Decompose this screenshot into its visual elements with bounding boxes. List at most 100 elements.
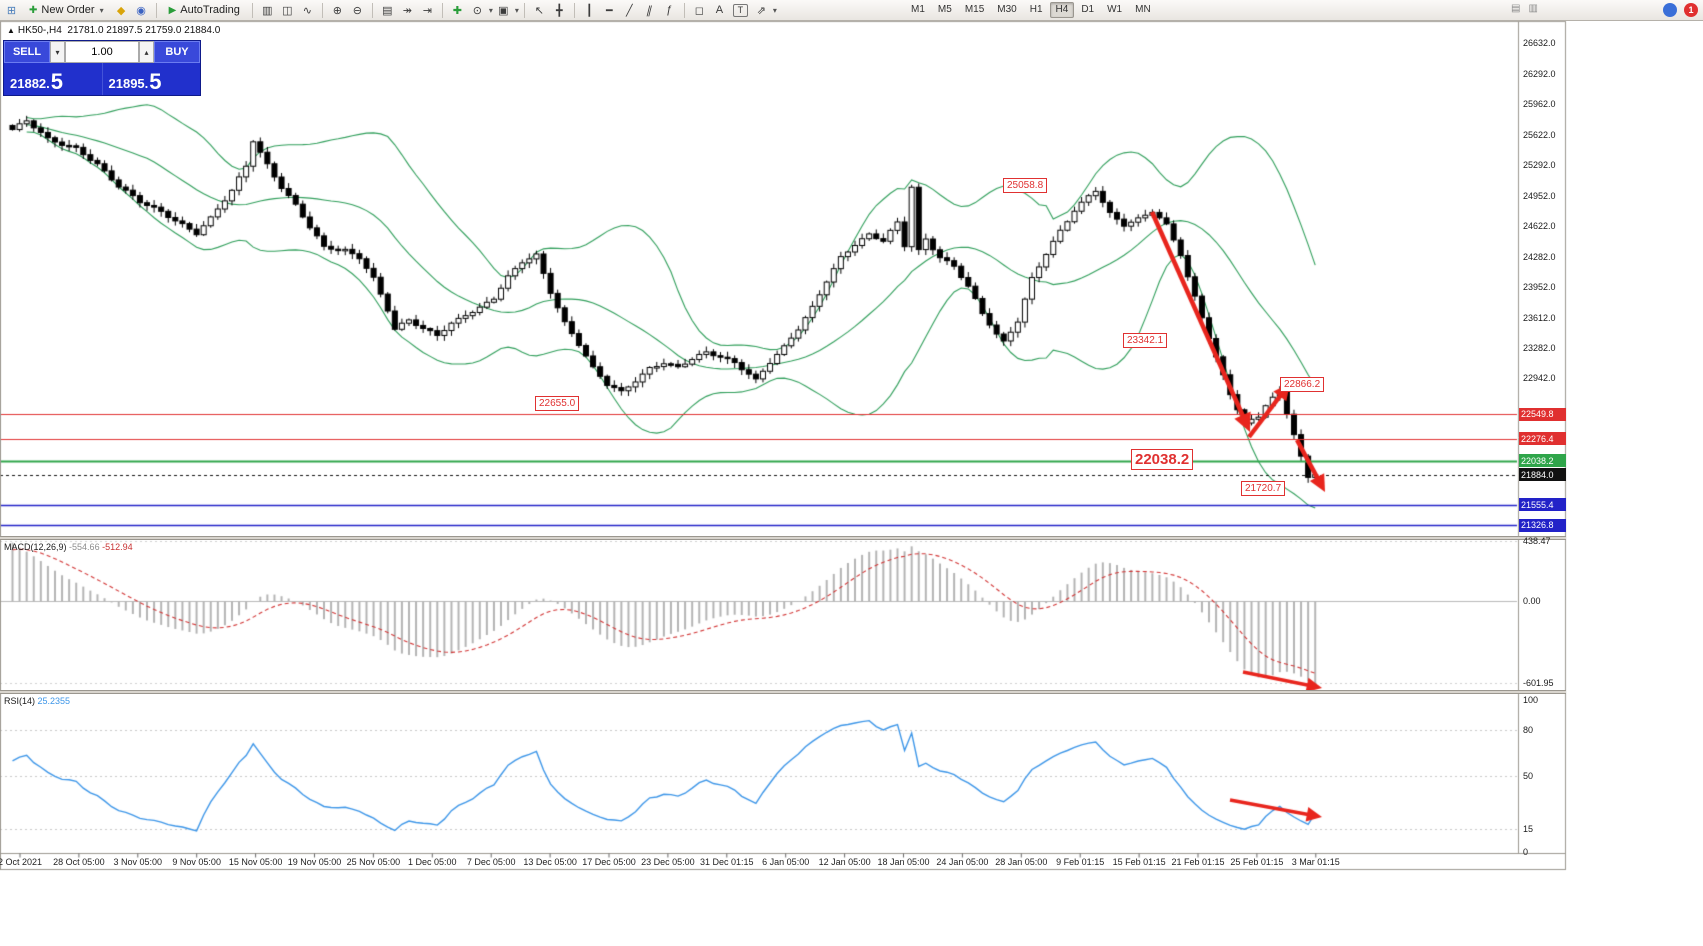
- price-level-badge-22549.8: 22549.8: [1519, 407, 1566, 421]
- volume-increase-button[interactable]: ▴: [139, 41, 154, 63]
- macd-signal-value: -512.94: [102, 542, 133, 552]
- ask-price[interactable]: 21895. 5: [101, 63, 201, 95]
- notification-badge[interactable]: 1: [1684, 3, 1698, 17]
- bar-chart-icon[interactable]: ▥: [262, 4, 273, 17]
- time-axis-label: 1 Dec 05:00: [408, 857, 457, 867]
- price-axis-label: 26292.0: [1523, 68, 1556, 79]
- time-axis-label: 9 Feb 01:15: [1056, 857, 1105, 867]
- autotrading-button-label: AutoTrading: [180, 4, 240, 16]
- timeframe-h1[interactable]: H1: [1029, 4, 1043, 15]
- toolbar-separator: [683, 2, 685, 18]
- caret-down-icon: ▾: [488, 5, 493, 15]
- autotrading-button[interactable]: ▶ AutoTrading: [162, 1, 247, 19]
- templates-icon[interactable]: ▣: [498, 4, 509, 17]
- time-axis-label: 28 Oct 05:00: [53, 857, 105, 867]
- time-axis-label: 21 Feb 01:15: [1171, 857, 1225, 867]
- text-label-icon[interactable]: T: [732, 3, 748, 17]
- price-axis-label: 23952.0: [1523, 281, 1556, 292]
- caret-down-icon: ▾: [514, 5, 519, 15]
- chart-restore-icon[interactable]: ▥: [1528, 3, 1538, 14]
- bid-price[interactable]: 21882. 5: [4, 63, 102, 95]
- indicators-icon[interactable]: ✚: [452, 4, 462, 17]
- crosshair-icon[interactable]: ╋: [556, 4, 563, 17]
- price-level-badge-21884.0: 21884.0: [1519, 468, 1566, 482]
- time-axis-label: 17 Dec 05:00: [582, 857, 636, 867]
- price-annotation-22038.2[interactable]: 22038.2: [1131, 449, 1194, 470]
- macd-axis-label: -601.95: [1523, 678, 1554, 689]
- timeframe-m15[interactable]: M15: [964, 4, 985, 15]
- shapes-icon[interactable]: ◻: [694, 4, 704, 17]
- timeframe-m30[interactable]: M30: [997, 4, 1017, 15]
- price-annotation-25058.8[interactable]: 25058.8: [1003, 178, 1048, 193]
- macd-name: MACD(12,26,9): [4, 542, 67, 552]
- price-axis-label: 22942.0: [1523, 373, 1556, 384]
- text-icon[interactable]: A: [715, 4, 724, 16]
- zoom-in-icon[interactable]: ⊕: [332, 4, 342, 17]
- rsi-axis-label: 100: [1523, 695, 1539, 705]
- time-axis-label: 18 Jan 05:00: [877, 857, 930, 867]
- time-axis-label: 6 Jan 05:00: [762, 857, 810, 867]
- equidistant-channel-icon[interactable]: ∥: [644, 4, 654, 17]
- new-chart-icon[interactable]: ⊞: [6, 4, 17, 17]
- chart-ohlc-text: HK50-,H4 21781.0 21897.5 21759.0 21884.0: [17, 25, 221, 36]
- trade-panel-prices: 21882. 5 21895. 5: [4, 63, 200, 95]
- macd-indicator-label: MACD(12,26,9) -554.66 -512.94: [4, 542, 133, 552]
- time-axis-label: 9 Nov 05:00: [172, 857, 221, 867]
- vertical-line-icon[interactable]: ┃: [586, 4, 593, 17]
- volume-decrease-button[interactable]: ▾: [50, 41, 65, 63]
- timeframe-w1[interactable]: W1: [1107, 4, 1123, 15]
- toolbar-separator: [321, 2, 323, 18]
- buy-button[interactable]: BUY: [154, 41, 200, 63]
- price-annotation-22655.0[interactable]: 22655.0: [535, 396, 580, 411]
- time-axis-label: 28 Jan 05:00: [995, 857, 1048, 867]
- toolbar-right-group: 1: [1663, 3, 1698, 17]
- new-order-button[interactable]: ✚ New Order ▾: [22, 1, 111, 19]
- line-chart-icon[interactable]: ∿: [302, 4, 312, 17]
- terminal-icon[interactable]: ◉: [136, 4, 146, 17]
- chart-shift-icon[interactable]: ⇥: [422, 4, 432, 17]
- price-annotation-22866.2[interactable]: 22866.2: [1280, 377, 1325, 392]
- timeframe-m1[interactable]: M1: [911, 4, 925, 15]
- price-axis-label: 26632.0: [1523, 38, 1556, 48]
- auto-scroll-icon[interactable]: ↠: [402, 4, 412, 17]
- toolbar-window-controls: ▤ ▥: [1511, 3, 1538, 14]
- time-axis-label: 31 Dec 01:15: [700, 857, 754, 867]
- panel-divider-rsi[interactable]: [0, 690, 1566, 694]
- price-annotation-21720.7[interactable]: 21720.7: [1241, 481, 1286, 496]
- tile-windows-icon[interactable]: ▤: [382, 4, 393, 17]
- timeframe-mn[interactable]: MN: [1135, 4, 1151, 15]
- metaeditor-icon[interactable]: ◆: [116, 4, 126, 17]
- panel-divider-macd[interactable]: [0, 536, 1566, 540]
- chart-ohlc-header: ▲ HK50-,H4 21781.0 21897.5 21759.0 21884.…: [7, 25, 220, 36]
- candlestick-chart-icon[interactable]: ◫: [282, 4, 293, 17]
- caret-down-icon: ▾: [99, 5, 104, 15]
- trendline-icon[interactable]: ╱: [626, 4, 633, 17]
- toolbar-separator: [371, 2, 373, 18]
- volume-input[interactable]: 1.00: [65, 41, 139, 63]
- periods-icon[interactable]: ⊙: [472, 4, 482, 17]
- rsi-indicator-label: RSI(14) 25.2355: [4, 696, 70, 706]
- price-axis-label: 23612.0: [1523, 312, 1556, 323]
- price-annotation-23342.1[interactable]: 23342.1: [1123, 333, 1168, 348]
- timeframe-d1[interactable]: D1: [1081, 4, 1095, 15]
- zoom-out-icon[interactable]: ⊖: [352, 4, 362, 17]
- one-click-trading-panel: SELL ▾ 1.00 ▴ BUY 21882. 5 21895. 5: [3, 40, 201, 96]
- rsi-axis-label: 0: [1523, 847, 1529, 857]
- arrows-icon[interactable]: ⇗: [756, 4, 766, 17]
- sell-button[interactable]: SELL: [4, 41, 50, 63]
- community-icon[interactable]: [1663, 3, 1677, 17]
- toolbar-separator: [573, 2, 575, 18]
- horizontal-line-icon[interactable]: ━: [606, 4, 613, 17]
- time-axis-label: 19 Nov 05:00: [287, 857, 342, 867]
- price-axis-label: 24952.0: [1523, 190, 1556, 201]
- cursor-icon[interactable]: ↖: [534, 4, 544, 17]
- timeframe-m5[interactable]: M5: [937, 4, 952, 15]
- time-axis-label: 25 Feb 01:15: [1230, 857, 1284, 867]
- main-toolbar: ⊞ ✚ New Order ▾ ◆ ◉ ▶ AutoTrading ▥ ◫ ∿ ⊕ ⊖ ▤ ↠ ⇥ ✚ ⊙ ▾ ▣ ▾ ↖…: [0, 0, 1703, 21]
- timeframe-h4[interactable]: H4: [1049, 2, 1075, 18]
- chart-minimize-icon[interactable]: ▤: [1511, 3, 1521, 14]
- fibonacci-icon[interactable]: ƒ: [666, 4, 673, 16]
- toolbar-separator: [251, 2, 253, 18]
